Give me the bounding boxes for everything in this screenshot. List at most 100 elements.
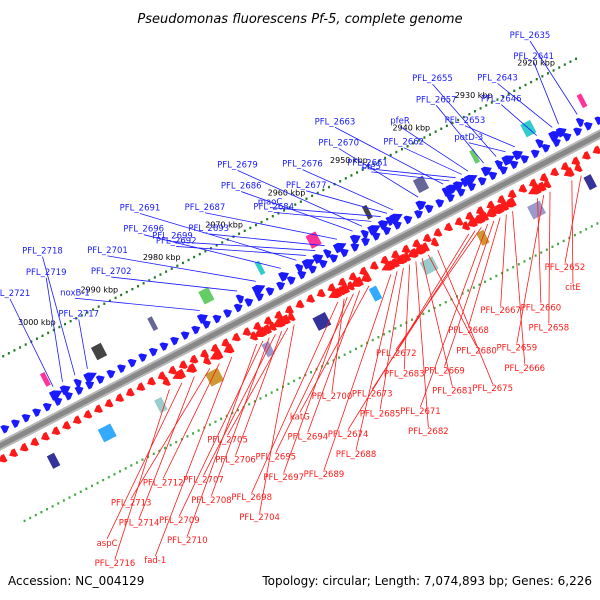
tick-mark <box>158 449 161 453</box>
tick-mark <box>75 317 78 320</box>
tick-mark <box>356 171 359 174</box>
gene-leader-line <box>564 175 582 264</box>
reverse-gene-arrow <box>592 145 600 155</box>
reverse-gene-arrow <box>535 181 547 192</box>
tick-mark <box>23 519 26 523</box>
forward-gene-arrow <box>385 216 394 227</box>
forward-gene-arrow <box>415 200 427 211</box>
tick-mark <box>287 382 290 386</box>
feature-block <box>154 396 168 414</box>
gene-leader-line <box>307 290 361 433</box>
feature-block <box>576 93 588 109</box>
reverse-gene-arrow <box>381 260 396 271</box>
reverse-gene-arrow <box>444 222 454 232</box>
genome-tracks <box>0 57 600 523</box>
forward-gene-arrow <box>312 254 324 264</box>
gene-leader-line <box>331 298 345 393</box>
tick-mark <box>388 330 391 333</box>
gene-label: potD-3 <box>454 133 483 143</box>
reverse-gene-arrow <box>346 281 355 291</box>
forward-gene-arrow <box>85 380 95 390</box>
forward-gene-arrow <box>583 122 593 131</box>
reverse-gene-arrow <box>571 156 581 166</box>
tick-mark <box>181 261 184 265</box>
tick-mark <box>344 177 347 180</box>
tick-mark <box>103 302 106 305</box>
reverse-gene-arrow <box>83 409 93 419</box>
forward-gene-arrow <box>32 408 42 418</box>
gene-label: PFL_2682 <box>408 427 449 437</box>
gene-label: PFL_2696 <box>123 225 164 235</box>
gene-label: PFL_2676 <box>282 160 323 170</box>
tick-mark <box>579 231 582 234</box>
feature-block <box>147 316 159 332</box>
gene-label: PFL_2718 <box>22 247 63 257</box>
gene-label: PFL_2659 <box>496 344 537 354</box>
gene-label: PFL_2713 <box>111 499 152 509</box>
tick-mark <box>40 510 43 514</box>
reverse-gene-arrow <box>51 426 61 435</box>
forward-gene-arrow <box>548 131 562 142</box>
gene-label: PFL_2699 <box>152 232 193 242</box>
reverse-gene-arrow <box>209 349 224 360</box>
reverse-gene-arrow <box>249 331 259 341</box>
gene-label: PFL_2669 <box>424 367 465 377</box>
reverse-gene-arrow <box>391 250 400 259</box>
gene-leader-line <box>399 126 469 172</box>
gene-label: aspC <box>97 539 118 549</box>
feature-block <box>312 312 332 331</box>
gene-leader-line <box>208 233 325 247</box>
tick-mark <box>163 446 166 450</box>
tick-mark <box>468 112 471 116</box>
tick-mark <box>512 266 515 269</box>
gene-label: PFL_2706 <box>215 455 256 465</box>
feature-block <box>46 452 61 469</box>
forward-gene-arrow <box>286 276 296 285</box>
forward-gene-arrow <box>307 265 317 274</box>
forward-gene-arrow <box>117 364 126 373</box>
tick-mark <box>506 268 509 272</box>
reverse-gene-arrow <box>369 261 379 270</box>
gene-leader-line <box>275 293 354 453</box>
forward-gene-arrow <box>42 402 52 412</box>
kbp-label: 2920 kbp <box>517 59 555 68</box>
forward-gene-arrow <box>201 320 211 329</box>
tick-mark <box>304 373 307 377</box>
gene-label: katG <box>290 412 310 422</box>
forward-gene-arrow <box>445 193 455 203</box>
forward-gene-arrow <box>235 294 244 304</box>
tick-mark <box>479 107 482 110</box>
tick-mark <box>19 346 22 349</box>
gene-leader-line <box>251 301 339 494</box>
gene-leader-line <box>403 264 411 370</box>
reverse-gene-arrow <box>338 277 347 287</box>
gene-label: PFL_2697 <box>263 473 304 483</box>
tick-mark <box>74 493 77 496</box>
tick-mark <box>400 147 403 151</box>
tick-mark <box>349 350 352 353</box>
tick-mark <box>248 403 251 406</box>
tick-mark <box>575 57 578 60</box>
forward-gene-arrow <box>318 259 328 269</box>
tick-mark <box>236 408 239 412</box>
reverse-gene-arrow <box>272 316 286 328</box>
reverse-gene-arrow <box>115 393 125 402</box>
gene-label: pfeR <box>390 117 410 127</box>
gene-label: PFL_2685 <box>360 410 401 420</box>
tick-mark <box>562 239 565 243</box>
tick-mark <box>198 252 201 256</box>
gene-label: PFL_2674 <box>328 430 369 440</box>
reverse-gene-arrow <box>539 173 549 182</box>
tick-mark <box>52 328 55 332</box>
reverse-gene-arrow <box>210 343 220 353</box>
reverse-gene-arrow <box>454 217 464 226</box>
gene-leader-line <box>500 104 537 136</box>
tick-mark <box>360 344 363 348</box>
tick-mark <box>214 420 217 423</box>
gene-label: PFL_2680 <box>456 346 497 356</box>
gene-label: PFL_2704 <box>239 513 280 523</box>
reverse-gene-arrow <box>284 305 294 314</box>
forward-gene-arrow <box>196 314 208 324</box>
tick-mark <box>489 277 492 281</box>
gene-label: PFL_2672 <box>376 349 417 359</box>
